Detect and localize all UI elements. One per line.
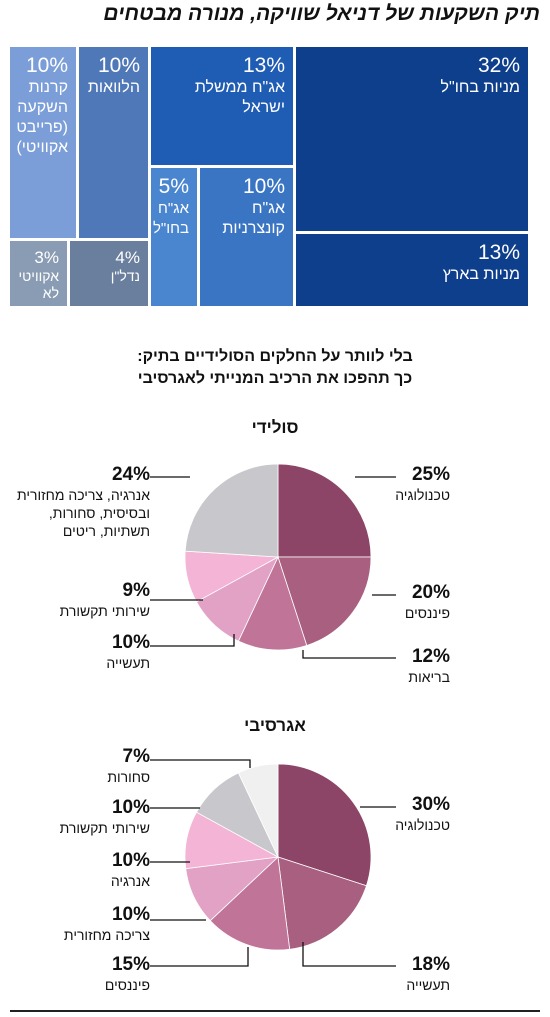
- pie-label-name: פיננסים: [104, 977, 150, 993]
- pie-label-name: פיננסים: [404, 605, 450, 621]
- treemap-cell-percent: 32%: [477, 54, 520, 77]
- page-title: תיק השקעות של דניאל שוויקה, מנורה מבטחים: [103, 2, 540, 25]
- pie-label-value: 10%: [111, 797, 150, 818]
- treemap-cell: 10% אג"ח קונצרניות: [200, 168, 293, 306]
- treemap-cell-percent: 10%: [25, 54, 68, 77]
- treemap-cell: 13% מניות בארץ: [296, 234, 528, 306]
- treemap-cell-percent: 4%: [115, 248, 140, 267]
- treemap-cell-percent: 3%: [34, 248, 59, 267]
- pie-label-value: 12%: [411, 646, 450, 667]
- pie-section-subtitle: בלי לוותר על החלקים הסולידיים בתיק: כך ת…: [20, 346, 530, 392]
- leader-line: [302, 942, 396, 967]
- pie-label-value: 10%: [111, 904, 150, 925]
- leader-line: [150, 634, 235, 647]
- treemap-cell: 10% הלוואות: [79, 47, 148, 238]
- pie-label-name: אנרגיה: [110, 873, 150, 889]
- pie-label: 30% טכנולוגיה: [300, 794, 450, 834]
- treemap-cell-label: אג"ח בחו"ל: [152, 200, 189, 237]
- treemap-cell: 13% אג"ח ממשלת ישראל: [151, 47, 293, 165]
- treemap-cell-label: קרנות השקעה (פרייבט אקוויטי): [16, 79, 68, 156]
- pie-label-value: 15%: [111, 954, 150, 975]
- pie-label-name: שירותי תקשורת: [59, 603, 150, 619]
- pie-slice: [277, 856, 367, 950]
- pie-slice: [277, 763, 372, 887]
- pie-slice: [237, 763, 279, 858]
- treemap-cell-label: הלוואות: [87, 79, 140, 96]
- pie-label: 25% טכנולוגיה: [300, 464, 450, 504]
- treemap-cell-percent: 13%: [477, 241, 520, 264]
- treemap-cell-percent: 10%: [242, 175, 285, 198]
- pie-label-value: 10%: [111, 850, 150, 871]
- pie-label: 10% שירותי תקשורת: [0, 797, 150, 837]
- leader-line: [150, 947, 249, 967]
- treemap-cell-percent: 13%: [242, 54, 285, 77]
- pie-slice: [237, 555, 308, 651]
- pie-slice: [209, 856, 291, 951]
- treemap-cell-label: מניות בארץ: [442, 266, 520, 283]
- pie-label: 20% פיננסים: [300, 582, 450, 622]
- treemap-cell: 4% נדל"ן: [70, 241, 148, 306]
- pie-label: 7% סחורות: [0, 746, 150, 786]
- treemap-cell-percent: 5%: [158, 175, 189, 198]
- pie-label-value: 9%: [122, 580, 150, 601]
- pie-slice: [184, 463, 279, 558]
- pie-label-value: 20%: [411, 582, 450, 603]
- pie-label-value: 24%: [111, 464, 150, 485]
- treemap-cell: 10% קרנות השקעה (פרייבט אקוויטי): [10, 47, 76, 238]
- pie-label-name: סחורות: [107, 769, 150, 785]
- treemap-cell: 3%אקוויטי לא סחיר: [10, 241, 67, 306]
- bottom-rule: [10, 1010, 540, 1012]
- pie-label: 10% צריכה מחזורית: [0, 904, 150, 944]
- pie-label-name: בריאות: [408, 669, 450, 685]
- pie-label: 9% שירותי תקשורת: [0, 580, 150, 620]
- pie-label-name: תעשייה: [106, 655, 150, 671]
- pie-label-value: 25%: [411, 464, 450, 485]
- pie-label-value: 7%: [122, 746, 150, 767]
- pie-label: 15% פיננסים: [0, 954, 150, 994]
- treemap-cell: 5% אג"ח בחו"ל: [151, 168, 197, 306]
- treemap-cell-label: אג"ח ממשלת ישראל: [194, 79, 285, 116]
- pie-label-name: צריכה מחזורית: [63, 927, 150, 943]
- pie-label-name: אנרגיה, צריכה מחזורית ובסיסית, סחורות, ת…: [16, 487, 150, 539]
- leader-line: [150, 759, 251, 768]
- pie-label: 10% אנרגיה: [0, 850, 150, 890]
- treemap-cell-label: אג"ח קונצרניות: [222, 200, 285, 237]
- pie-slice: [277, 463, 372, 558]
- pie-label-value: 30%: [411, 794, 450, 815]
- pie-title-solid: סולידי: [251, 418, 299, 437]
- pie-label: 10% תעשייה: [0, 632, 150, 672]
- pie-slice: [277, 556, 372, 646]
- treemap-cell-label: נדל"ן: [110, 268, 140, 284]
- pie-label-name: טכנולוגיה: [395, 817, 450, 833]
- pie-label-name: טכנולוגיה: [395, 487, 450, 503]
- treemap-cell-label: מניות בחו"ל: [440, 79, 520, 96]
- treemap-cell-label: אקוויטי לא סחיר: [18, 268, 59, 306]
- pie-label-name: שירותי תקשורת: [59, 820, 150, 836]
- pie-label: 18% תעשייה: [300, 954, 450, 994]
- pie-label-value: 18%: [411, 954, 450, 975]
- treemap-cell: 32% מניות בחו"ל: [296, 47, 528, 231]
- pie-label-name: תעשייה: [406, 977, 450, 993]
- pie-label: 24% אנרגיה, צריכה מחזורית ובסיסית, סחורות…: [0, 464, 150, 540]
- leader-line: [302, 650, 396, 659]
- treemap-cell-percent: 10%: [97, 54, 140, 77]
- pie-label: 12% בריאות: [300, 646, 450, 686]
- subtitle-line-2: כך תהפכו את הרכיב המנייתי לאגרסיבי: [137, 370, 413, 387]
- subtitle-line-1: בלי לוותר על החלקים הסולידיים בתיק:: [137, 348, 413, 365]
- pie-label-value: 10%: [111, 632, 150, 653]
- pie-title-aggressive: אגרסיבי: [244, 716, 306, 735]
